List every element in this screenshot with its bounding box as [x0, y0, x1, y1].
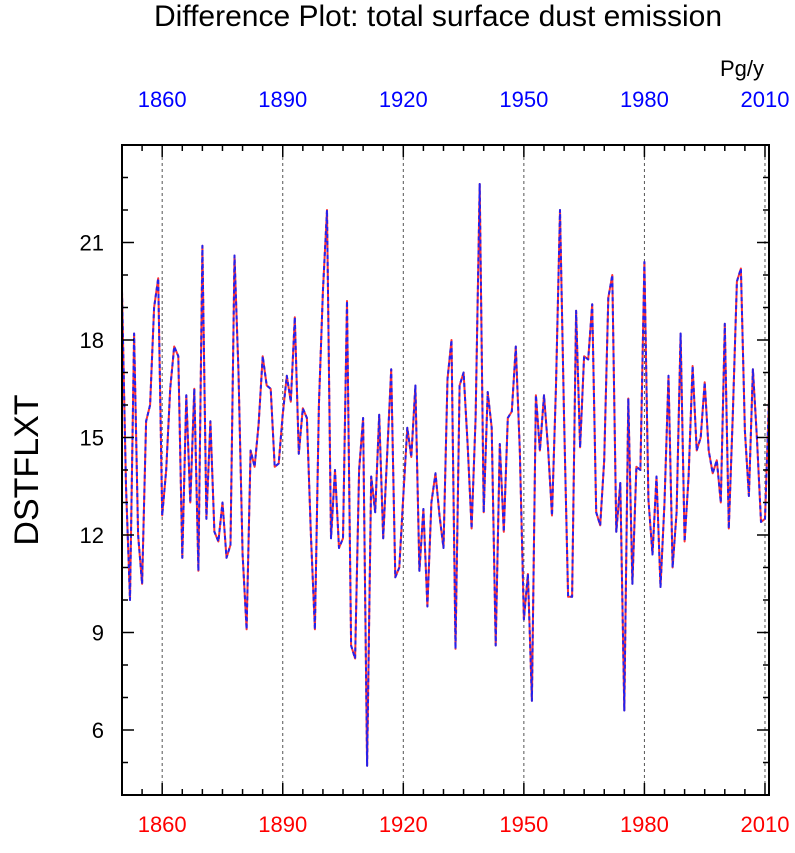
- chart-title: Difference Plot: total surface dust emis…: [154, 0, 722, 33]
- tick-labels: 1860 1860 1890 1890 1920 1920 1950 1950 1980 1980…: [80, 87, 790, 837]
- series-group: [122, 183, 769, 767]
- y-tick-label: 6: [92, 718, 104, 743]
- y-tick-label: 15: [80, 426, 104, 451]
- units-label: Pg/y: [720, 56, 764, 81]
- x-tick-label-top: 1860: [138, 87, 187, 112]
- series-line-dashed: [122, 183, 769, 767]
- y-tick-label: 12: [80, 523, 104, 548]
- x-tick-label-bottom: 1890: [258, 812, 307, 837]
- x-tick-label-top: 1950: [499, 87, 548, 112]
- y-tick-label: 18: [80, 328, 104, 353]
- x-tick-label-top: 1890: [258, 87, 307, 112]
- y-tick-label: 21: [80, 231, 104, 256]
- y-tick-label: 9: [92, 621, 104, 646]
- x-tick-label-top: 1920: [379, 87, 428, 112]
- x-tick-label-bottom: 1980: [620, 812, 669, 837]
- x-tick-label-top: 1980: [620, 87, 669, 112]
- x-tick-label-top: 2010: [741, 87, 790, 112]
- x-tick-label-bottom: 1920: [379, 812, 428, 837]
- x-tick-label-bottom: 2010: [741, 812, 790, 837]
- grid-lines: [161, 145, 766, 795]
- y-axis-label: DSTFLXT: [8, 394, 46, 545]
- x-tick-label-bottom: 1950: [499, 812, 548, 837]
- x-tick-label-bottom: 1860: [138, 812, 187, 837]
- axis-ticks: [121, 144, 769, 796]
